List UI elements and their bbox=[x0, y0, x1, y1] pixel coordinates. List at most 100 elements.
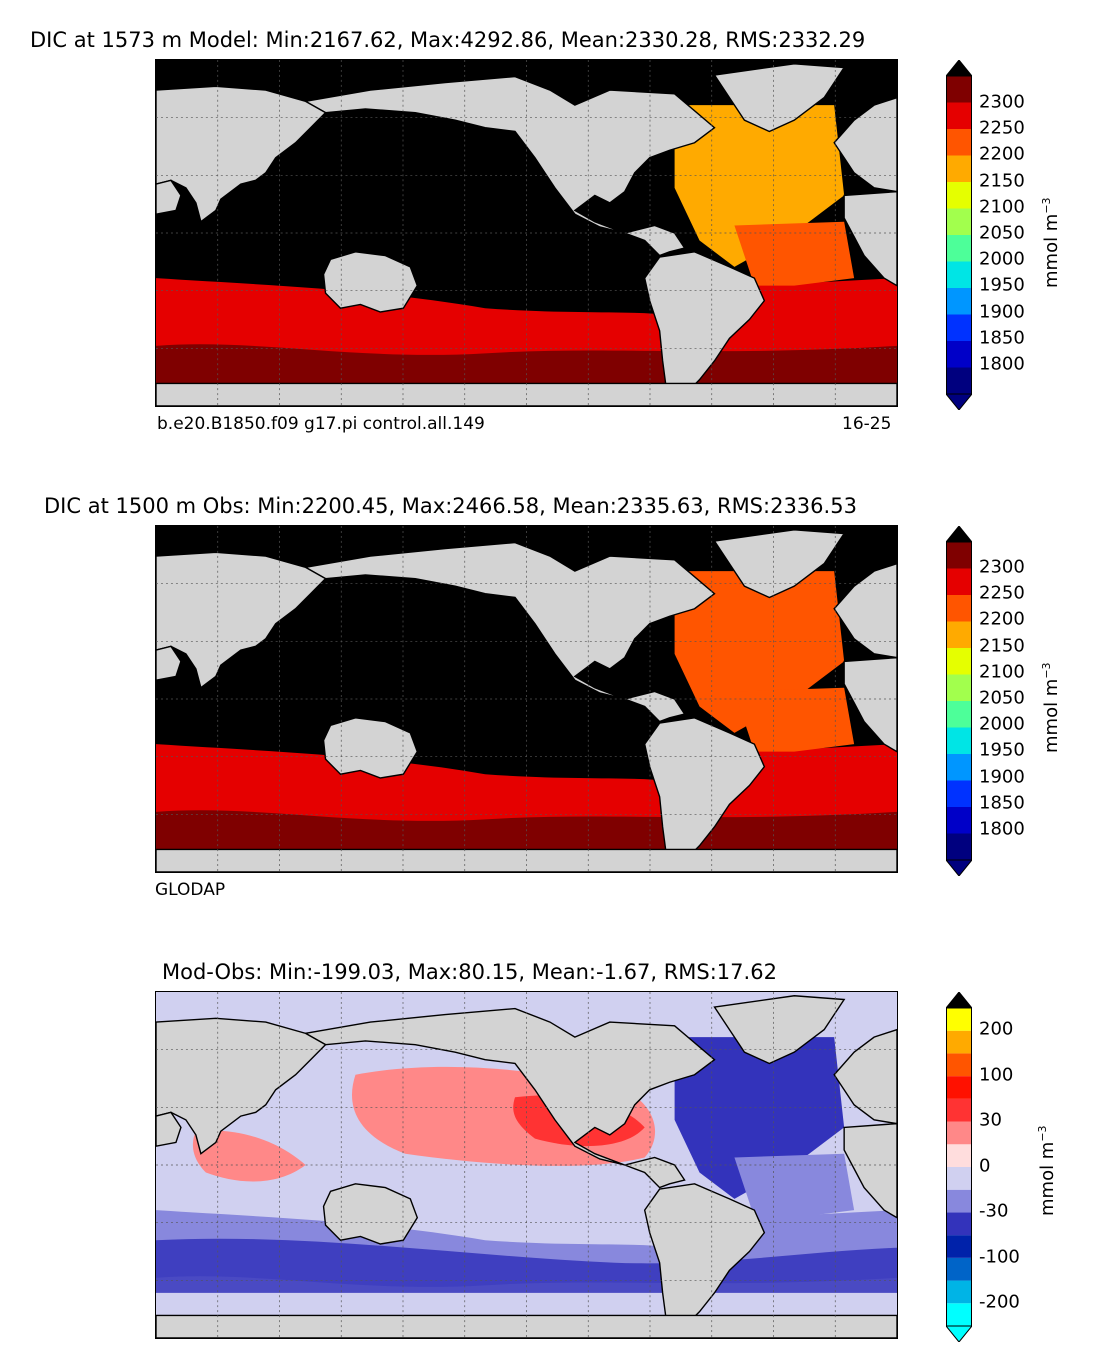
colorbar-extend-low bbox=[946, 1325, 972, 1342]
colorbar-segment bbox=[946, 648, 972, 675]
colorbar-segment bbox=[946, 701, 972, 728]
atlantic-mid-field bbox=[734, 1153, 855, 1218]
diff-colorbar-unit: mmol m−3 bbox=[1036, 1125, 1058, 1216]
colorbar-segment bbox=[946, 595, 972, 622]
model-panel: DIC at 1573 m Model: Min:2167.62, Max:42… bbox=[0, 0, 1096, 450]
land-mass bbox=[156, 180, 181, 214]
colorbar-segment bbox=[946, 807, 972, 834]
colorbar-tick-label: 1850 bbox=[979, 327, 1025, 349]
colorbar-segment bbox=[946, 1189, 972, 1213]
land-mass bbox=[844, 658, 897, 752]
colorbar-tick-label: 2000 bbox=[979, 248, 1025, 270]
diff-map bbox=[155, 991, 898, 1339]
indian-positive-anomaly bbox=[192, 1130, 306, 1182]
colorbar-segment bbox=[946, 182, 972, 209]
colorbar-tick-label: -200 bbox=[979, 1291, 1020, 1313]
colorbar-segment bbox=[946, 1167, 972, 1190]
colorbar-segment bbox=[946, 1121, 972, 1145]
colorbar-tick-label: 2300 bbox=[979, 91, 1025, 113]
colorbar-segment bbox=[946, 780, 972, 807]
colorbar-segment bbox=[946, 155, 972, 182]
colorbar-segment bbox=[946, 1235, 972, 1258]
land-mass bbox=[714, 530, 844, 598]
colorbar-tick-label: 1850 bbox=[979, 792, 1025, 814]
colorbar-segment bbox=[946, 833, 972, 860]
colorbar-segment bbox=[946, 754, 972, 781]
obs-colorbar bbox=[946, 526, 972, 876]
colorbar-segment bbox=[946, 288, 972, 315]
colorbar-tick-label: 2300 bbox=[979, 556, 1025, 578]
colorbar-segment bbox=[946, 261, 972, 288]
land-mass bbox=[834, 564, 897, 658]
atlantic-mid-field bbox=[734, 687, 855, 752]
model-title: DIC at 1573 m Model: Min:2167.62, Max:42… bbox=[30, 28, 866, 52]
colorbar-tick-label: -100 bbox=[979, 1246, 1020, 1267]
colorbar-segment bbox=[946, 235, 972, 262]
colorbar-tick-label: 2250 bbox=[979, 117, 1025, 139]
colorbar-segment bbox=[946, 129, 972, 156]
colorbar-segment bbox=[946, 1212, 972, 1236]
colorbar-tick-label: 1950 bbox=[979, 739, 1025, 761]
land-mass bbox=[156, 1018, 326, 1153]
colorbar-tick-label: 2100 bbox=[979, 196, 1025, 218]
colorbar-segment bbox=[946, 1280, 972, 1304]
colorbar-extend-high bbox=[946, 992, 972, 1009]
colorbar-tick-label: 1950 bbox=[979, 274, 1025, 296]
colorbar-tick-label: 2150 bbox=[979, 635, 1025, 657]
land-mass bbox=[156, 1112, 181, 1146]
land-mass bbox=[714, 64, 844, 132]
model-subtitle-left: b.e20.B1850.f09 g17.pi control.all.149 bbox=[157, 414, 485, 434]
colorbar-tick-label: 2100 bbox=[979, 661, 1025, 683]
colorbar-tick-label: -30 bbox=[979, 1200, 1009, 1222]
colorbar-extend-low bbox=[946, 393, 972, 410]
obs-map-svg bbox=[156, 526, 897, 872]
land-mass bbox=[714, 996, 844, 1064]
colorbar-tick-label: 2050 bbox=[979, 687, 1025, 709]
diff-map-svg bbox=[156, 992, 897, 1338]
colorbar-tick-label: 2250 bbox=[979, 582, 1025, 604]
land-mass bbox=[844, 1124, 897, 1218]
diff-title: Mod-Obs: Min:-199.03, Max:80.15, Mean:-1… bbox=[162, 960, 777, 984]
colorbar-segment bbox=[946, 727, 972, 754]
colorbar-segment bbox=[946, 76, 972, 103]
colorbar-segment bbox=[946, 621, 972, 648]
colorbar-segment bbox=[946, 1008, 972, 1031]
model-colorbar bbox=[946, 60, 972, 410]
colorbar-segment bbox=[946, 674, 972, 701]
colorbar-tick-label: 100 bbox=[979, 1064, 1014, 1085]
colorbar-extend-low bbox=[946, 859, 972, 876]
land-mass bbox=[834, 1030, 897, 1124]
model-map-svg bbox=[156, 60, 897, 406]
land-mass bbox=[324, 252, 418, 312]
land-mass bbox=[834, 98, 897, 192]
colorbar-segment bbox=[946, 208, 972, 235]
colorbar-tick-label: 2150 bbox=[979, 170, 1025, 192]
obs-title: DIC at 1500 m Obs: Min:2200.45, Max:2466… bbox=[44, 494, 857, 518]
colorbar-tick-label: 1900 bbox=[979, 301, 1025, 323]
colorbar-segment bbox=[946, 341, 972, 368]
obs-panel: DIC at 1500 m Obs: Min:2200.45, Max:2466… bbox=[44, 494, 1062, 900]
land-mass bbox=[156, 646, 181, 680]
land-mass bbox=[156, 552, 326, 687]
obs-colorbar-svg bbox=[946, 526, 972, 876]
colorbar-segment bbox=[946, 1030, 972, 1054]
colorbar-segment bbox=[946, 1303, 972, 1326]
colorbar-tick-label: 1800 bbox=[979, 353, 1025, 375]
obs-map bbox=[155, 525, 898, 873]
colorbar-segment bbox=[946, 102, 972, 129]
colorbar-segment bbox=[946, 1144, 972, 1167]
model-subtitle-right: 16-25 bbox=[842, 414, 892, 434]
diff-colorbar-svg bbox=[946, 992, 972, 1342]
colorbar-tick-label: 1900 bbox=[979, 766, 1025, 788]
colorbar-tick-label: 30 bbox=[979, 1109, 1002, 1131]
atlantic-mid-field bbox=[734, 221, 855, 286]
colorbar-tick-label: 200 bbox=[979, 1018, 1014, 1040]
colorbar-segment bbox=[946, 314, 972, 341]
colorbar-tick-label: 2050 bbox=[979, 222, 1025, 244]
land-mass bbox=[844, 192, 897, 286]
colorbar-tick-label: 2200 bbox=[979, 608, 1025, 630]
colorbar-segment bbox=[946, 542, 972, 569]
colorbar-tick-label: 1800 bbox=[979, 818, 1025, 840]
colorbar-tick-label: 0 bbox=[979, 1155, 991, 1176]
